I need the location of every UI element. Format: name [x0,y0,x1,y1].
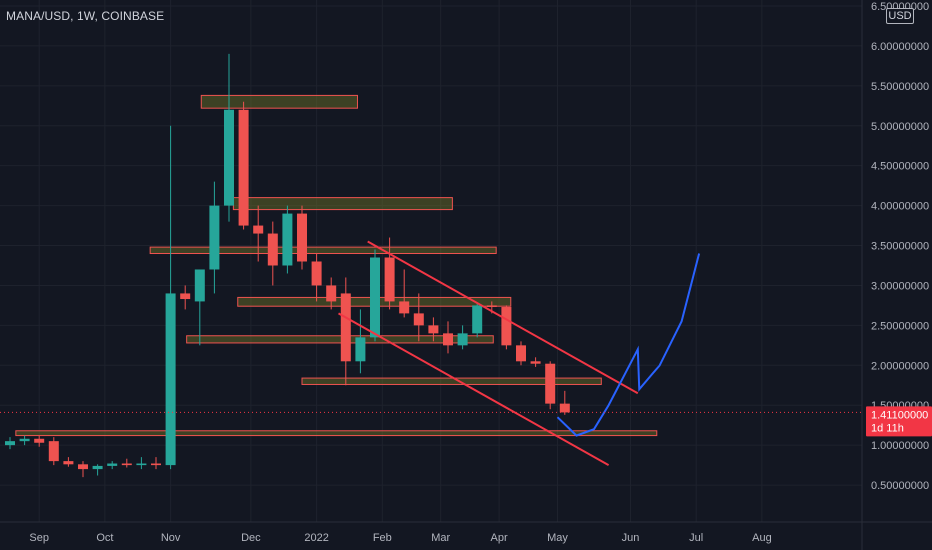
resistance-zone[interactable] [186,335,494,344]
projection-path[interactable] [556,253,701,437]
resistance-zone[interactable] [232,197,453,211]
candle-body [340,293,351,362]
candle-body [48,441,59,462]
resistance-zones[interactable] [15,94,658,437]
candles [5,53,570,478]
candle-body [5,441,15,446]
candle-body [370,257,380,338]
price-tick-label: 6.50000000 [871,1,929,13]
candle-body [267,233,278,266]
candle-body [326,285,337,302]
candle-body [516,345,526,362]
time-tick-label: Dec [241,532,261,544]
candle-body [501,307,512,346]
candle-body [121,463,132,466]
resistance-zone[interactable] [200,94,358,109]
price-tick-label: 2.50000000 [871,320,929,332]
candle-body [253,225,264,234]
price-tick-label: 0.50000000 [871,480,929,492]
price-tick-label: 3.00000000 [871,280,929,292]
candle-body [355,337,366,362]
channel-lines[interactable] [338,240,639,466]
currency-badge[interactable]: USD [886,8,914,24]
candle-body [297,213,307,262]
price-tick-label: 5.50000000 [871,81,929,93]
candle-body [399,301,410,314]
candle-body [63,461,74,465]
price-axis[interactable]: 6.50000000 6.00000000 5.50000000 5.00000000… [871,1,929,492]
time-tick-label: Apr [491,532,508,544]
candle-body [428,325,439,334]
channel-trendline[interactable] [367,240,639,395]
price-tag-countdown: 1d 11h [871,422,904,434]
price-tick-label: 1.00000000 [871,440,929,452]
candle-body [34,438,45,443]
resistance-zone[interactable] [301,377,602,385]
candle-body [165,293,176,466]
projection-curve[interactable] [556,253,701,437]
candle-body [559,403,570,413]
resistance-zone[interactable] [149,246,497,255]
candle-body [545,363,556,404]
time-tick-label: Feb [373,532,392,544]
candle-body [180,293,191,300]
time-tick-label: Jul [689,532,703,544]
candle-body [238,109,249,226]
time-tick-label: Oct [96,532,113,544]
time-tick-label: Nov [161,532,181,544]
time-tick-label: May [547,532,568,544]
candle-body [457,333,468,346]
price-tick-label: 5.00000000 [871,121,929,133]
price-tick-label: 2.00000000 [871,360,929,372]
time-axis[interactable]: Sep Oct Nov Dec 2022 Feb Mar Apr May Jun Jul Aug [29,532,771,544]
candle-body [472,305,483,334]
price-tag-box [866,406,932,437]
price-tick-label: 4.00000000 [871,201,929,213]
time-tick-label: Jun [622,532,640,544]
candle-body [443,333,453,346]
candle-body [92,465,103,470]
symbol-title: MANA/USD, 1W, COINBASE [6,9,165,23]
candle-body [151,463,161,466]
candle-body [19,438,30,442]
candle-body [282,213,293,266]
price-tick-label: 3.50000000 [871,241,929,253]
time-tick-label: Mar [431,532,450,544]
time-tick-label: Sep [29,532,49,544]
candle-body [209,205,220,270]
candle-body [413,313,424,326]
resistance-zone[interactable] [15,430,658,437]
channel-trendline[interactable] [338,312,610,466]
price-tick-label: 4.50000000 [871,161,929,173]
price-tag-value: 1.41100000 [871,409,928,421]
candle-body [384,257,395,302]
time-tick-label: 2022 [304,532,328,544]
candle-body [224,109,234,206]
candle-body [486,305,497,308]
candle-body [78,464,88,470]
candle-body [311,261,322,286]
candle-body [107,463,118,466]
candle-body [136,463,147,466]
last-price-tag: 1.41100000 1d 11h [866,406,932,437]
candle-body [530,361,541,364]
price-tick-label: 6.00000000 [871,41,929,53]
candle-body [194,269,205,302]
time-tick-label: Aug [752,532,772,544]
